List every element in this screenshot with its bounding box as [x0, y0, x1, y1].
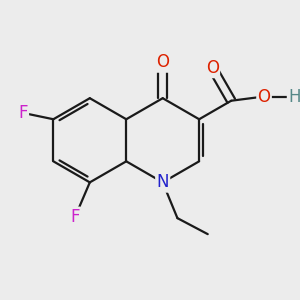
Text: F: F [70, 208, 80, 226]
Text: N: N [157, 173, 169, 191]
Text: O: O [206, 59, 219, 77]
Text: H: H [288, 88, 300, 106]
Text: O: O [258, 88, 271, 106]
Text: O: O [156, 53, 169, 71]
Text: F: F [18, 104, 28, 122]
